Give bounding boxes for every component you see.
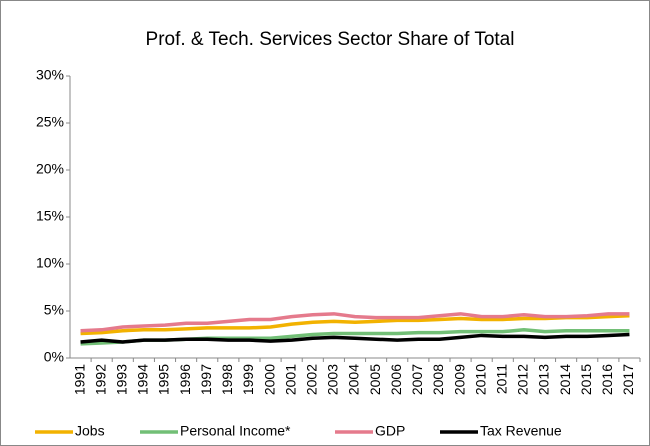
- x-tick-label: 2010: [472, 364, 488, 395]
- series-line: [80, 332, 630, 344]
- x-tick-label: 1991: [71, 364, 87, 395]
- y-tick-label: 0%: [44, 349, 64, 365]
- legend-label: Jobs: [75, 423, 105, 439]
- chart-title: Prof. & Tech. Services Sector Share of T…: [146, 29, 515, 50]
- y-tick-label: 10%: [36, 255, 64, 271]
- x-tick-label: 2008: [430, 364, 446, 395]
- x-tick-label: 2001: [282, 364, 298, 395]
- x-tick-label: 2005: [367, 364, 383, 395]
- x-tick-label: 1995: [156, 364, 172, 395]
- x-tick-label: 2014: [557, 364, 573, 395]
- x-tick-label: 2002: [303, 364, 319, 395]
- x-tick-label: 1996: [177, 364, 193, 395]
- x-tick-label: 2006: [388, 364, 404, 395]
- y-tick-label: 30%: [36, 67, 64, 83]
- x-tick-label: 1998: [219, 364, 235, 395]
- x-tick-label: 2012: [515, 364, 531, 395]
- x-tick-label: 2016: [599, 364, 615, 395]
- x-tick-label: 1999: [240, 364, 256, 395]
- y-tick-label: 5%: [44, 302, 64, 318]
- y-tick-label: 25%: [36, 114, 64, 130]
- x-tick-label: 2015: [578, 364, 594, 395]
- x-tick-label: 2011: [493, 364, 509, 394]
- series-line: [80, 312, 630, 333]
- y-tick-label: 20%: [36, 161, 64, 177]
- x-tick-label: 1992: [92, 364, 108, 395]
- legend-label: Personal Income*: [180, 423, 291, 439]
- legend-label: Tax Revenue: [480, 423, 562, 439]
- x-tick-label: 2013: [536, 364, 552, 395]
- x-tick-label: 2000: [261, 364, 277, 395]
- x-tick-label: 2017: [620, 364, 636, 395]
- x-tick-label: 2009: [451, 364, 467, 395]
- x-tick-label: 2007: [409, 364, 425, 395]
- series-line: [80, 313, 630, 336]
- y-tick-label: 15%: [36, 208, 64, 224]
- x-tick-label: 2004: [346, 364, 362, 395]
- x-tick-label: 2003: [325, 364, 341, 395]
- x-tick-label: 1994: [135, 364, 151, 395]
- legend-label: GDP: [375, 423, 405, 439]
- x-tick-label: 1997: [198, 364, 214, 395]
- x-tick-label: 1993: [113, 364, 129, 395]
